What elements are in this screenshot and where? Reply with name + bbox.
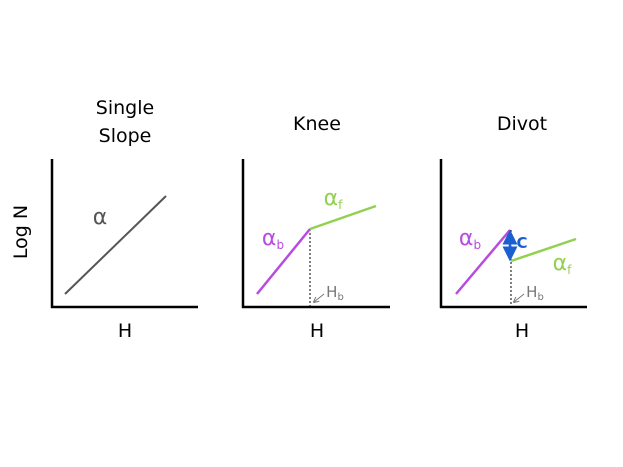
subscript: f xyxy=(567,263,572,277)
x-axis-label: H xyxy=(118,320,132,342)
symbol: α xyxy=(262,226,277,251)
faint-line xyxy=(510,237,577,263)
subscript: b xyxy=(276,238,284,252)
pointer xyxy=(314,293,325,302)
symbol: α xyxy=(459,226,474,251)
subscript: b xyxy=(473,238,481,252)
x-axis-label: H xyxy=(310,320,324,342)
alpha-label: α xyxy=(93,205,108,230)
faint-line xyxy=(309,204,377,231)
alpha-b-label: αb xyxy=(459,226,481,252)
alpha-f-label: αf xyxy=(553,251,573,277)
bright-line xyxy=(455,229,511,295)
slope-line xyxy=(64,195,167,295)
panel-title: Slope xyxy=(99,125,152,147)
panel-title: Knee xyxy=(293,113,341,135)
pointer xyxy=(514,293,525,302)
h-b-label: Hb xyxy=(526,283,544,303)
alpha-f-label: αf xyxy=(324,186,344,212)
subscript: b xyxy=(337,292,343,303)
panel: Single Slope α H xyxy=(50,97,198,342)
x-axis-label: H xyxy=(515,320,529,342)
panel-title: Divot xyxy=(497,113,547,135)
symbol: α xyxy=(324,186,339,211)
symbol: α xyxy=(553,251,568,276)
bright-line xyxy=(256,228,311,295)
symbol: H xyxy=(526,283,537,301)
panel-title: Single xyxy=(96,97,154,119)
alpha-b-label: αb xyxy=(262,226,284,252)
c-label: C xyxy=(516,234,527,252)
subscript: f xyxy=(338,198,343,212)
y-axis-label: Log N xyxy=(10,205,32,259)
panel: Knee αb αf Hb H xyxy=(241,113,390,342)
h-b-label: Hb xyxy=(326,283,344,303)
panel: Divot C αb αf Hb H xyxy=(439,113,587,342)
subscript: b xyxy=(537,292,543,303)
symbol: H xyxy=(326,283,337,301)
